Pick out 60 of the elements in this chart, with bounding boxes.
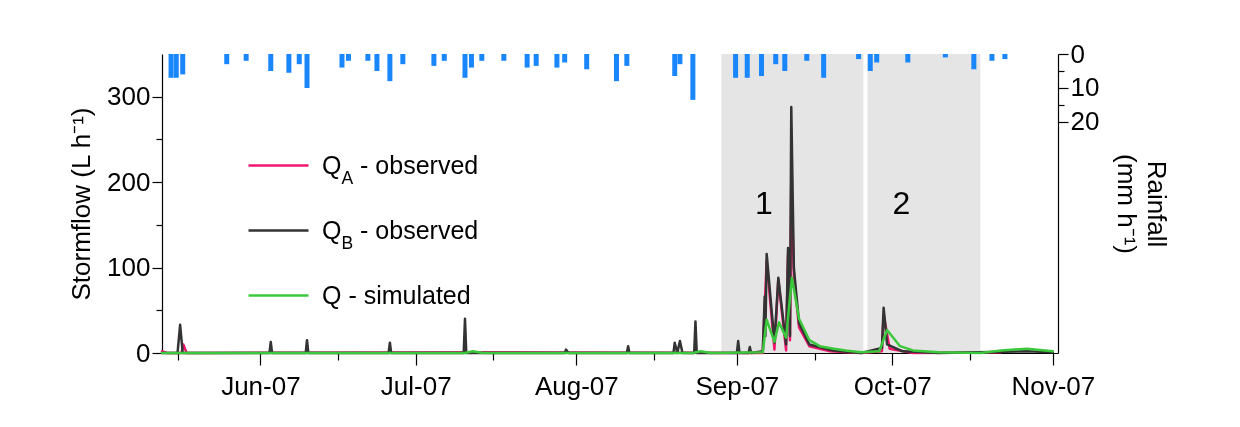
bar: [989, 54, 995, 61]
bar: [672, 54, 678, 77]
bar: [374, 54, 380, 71]
bar: [690, 54, 696, 100]
bar: [613, 54, 619, 82]
bar: [782, 54, 788, 71]
y2-tick-label: 10: [1070, 72, 1100, 103]
bar: [533, 54, 539, 66]
bar: [339, 54, 345, 68]
y2-axis-title: Rainfall (mm h⁻¹): [1112, 154, 1173, 254]
bar: [268, 54, 274, 71]
bar: [524, 54, 530, 68]
bar: [554, 54, 560, 68]
bar: [400, 54, 406, 65]
legend-label: Q$_{B}$ - observed: [322, 215, 479, 253]
x-tick-label: Jul-07: [380, 370, 452, 401]
bar: [387, 54, 393, 82]
bar: [744, 54, 750, 78]
x-tick-label: Nov-07: [1011, 370, 1096, 401]
band-label: 2: [892, 185, 911, 221]
bar: [479, 54, 485, 61]
bar: [462, 54, 468, 78]
bar: [905, 54, 911, 63]
bar: [365, 54, 371, 61]
y-tick-label: 100: [107, 252, 151, 283]
y-axis-title: Stormflow (L h⁻¹): [66, 107, 97, 301]
x-tick-label: Jun-07: [221, 370, 301, 401]
bar: [468, 54, 474, 68]
x-tick-label: Sep-07: [695, 370, 780, 401]
bar: [733, 54, 739, 78]
y2-tick-label: 0: [1070, 38, 1085, 69]
bar: [286, 54, 292, 73]
legend-label: Q$_{A}$ - observed: [322, 150, 479, 188]
bar: [431, 54, 437, 66]
bar: [758, 54, 764, 77]
bar: [501, 54, 507, 61]
bar: [224, 54, 230, 65]
bar: [856, 54, 862, 60]
bar: [584, 54, 590, 70]
bar: [243, 54, 249, 61]
bar: [773, 54, 779, 65]
bar: [804, 54, 810, 61]
bar: [296, 54, 302, 65]
x-tick-label: Aug-07: [534, 370, 619, 401]
bar: [821, 54, 827, 78]
x-tick-label: Oct-07: [853, 370, 932, 401]
bar: [971, 54, 977, 70]
bar: [624, 54, 630, 66]
y-tick-label: 300: [107, 81, 151, 112]
y-tick-label: 200: [107, 166, 151, 197]
bar: [441, 54, 447, 61]
y-tick-label: 0: [136, 337, 151, 368]
line-series: [160, 276, 1055, 355]
bar: [345, 54, 351, 61]
bar: [562, 54, 568, 63]
legend-label: Q - simulated: [322, 280, 471, 309]
band-label: 1: [755, 185, 773, 221]
y2-tick-label: 20: [1070, 106, 1100, 137]
bar: [304, 54, 310, 88]
bar: [1002, 54, 1008, 60]
